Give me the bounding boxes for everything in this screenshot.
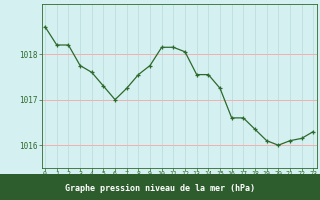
- Text: Graphe pression niveau de la mer (hPa): Graphe pression niveau de la mer (hPa): [65, 184, 255, 193]
